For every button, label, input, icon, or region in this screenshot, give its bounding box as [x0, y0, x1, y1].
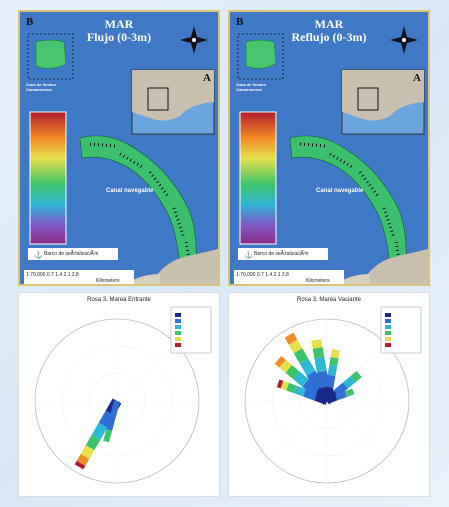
zone-label: Zona de fondeo Camaroneros — [26, 82, 56, 92]
land-area — [361, 248, 428, 284]
inset-map — [131, 69, 215, 135]
canal-label: Canal navegable — [316, 188, 364, 194]
rose-panel-vaciante: Rosa 3. Marea Vaciante — [228, 292, 430, 497]
map-panel-flujo: B MAR Flujo (0-3m) — [18, 10, 220, 286]
map-corner-letter: B — [236, 16, 244, 28]
rose-petals-nw — [274, 332, 362, 405]
compass-icon — [390, 26, 418, 54]
map-title-line2: Reflujo (0-3m) — [291, 30, 367, 44]
legend-label: Barco de seÃ±alizaciÃ³n — [254, 251, 309, 257]
sample-zone-grid — [245, 39, 277, 69]
boat-icon: ⚓ — [34, 250, 43, 259]
color-ramp-legend — [29, 111, 67, 245]
color-ramp-legend — [239, 111, 277, 245]
scale-text: 1:70,000 0.7 1.4 2.1 2.8 — [236, 272, 289, 278]
compass-icon — [180, 26, 208, 54]
inset-letter: A — [413, 72, 421, 84]
sample-zone-grid — [35, 39, 67, 69]
map-title-line1: MAR — [314, 17, 344, 31]
inset-letter: A — [203, 72, 211, 84]
canal-label: Canal navegable — [106, 188, 154, 194]
rose-graphics — [244, 306, 422, 484]
rose-title: Rosa 3. Marea Vaciante — [297, 297, 361, 303]
zone-label: Zona de fondeo Camaroneros — [236, 82, 266, 92]
map-title-line1: MAR — [104, 17, 134, 31]
map-graphics: ⚓ — [24, 26, 218, 284]
rose-panel-entrante: Rosa 3. Marea Entrante — [18, 292, 220, 497]
map-graphics: ⚓ — [234, 26, 428, 284]
map-title-line2: Flujo (0-3m) — [86, 30, 152, 44]
legend-label: Barco de seÃ±alizaciÃ³n — [44, 251, 99, 257]
sample-zone-box — [237, 33, 284, 80]
boat-icon: ⚓ — [244, 250, 253, 259]
inset-map — [341, 69, 425, 135]
scale-unit: Kilometers — [306, 278, 330, 284]
sample-zone-box — [27, 33, 74, 80]
map-corner-letter: B — [26, 16, 34, 28]
scale-text: 1:70,000 0.7 1.4 2.1 2.8 — [26, 272, 79, 278]
land-area — [151, 248, 218, 284]
scale-unit: Kilometers — [96, 278, 120, 284]
map-panel-reflujo: B MAR Reflujo (0-3m) — [228, 10, 430, 286]
rose-title: Rosa 3. Marea Entrante — [87, 297, 151, 303]
rose-graphics — [34, 306, 212, 484]
